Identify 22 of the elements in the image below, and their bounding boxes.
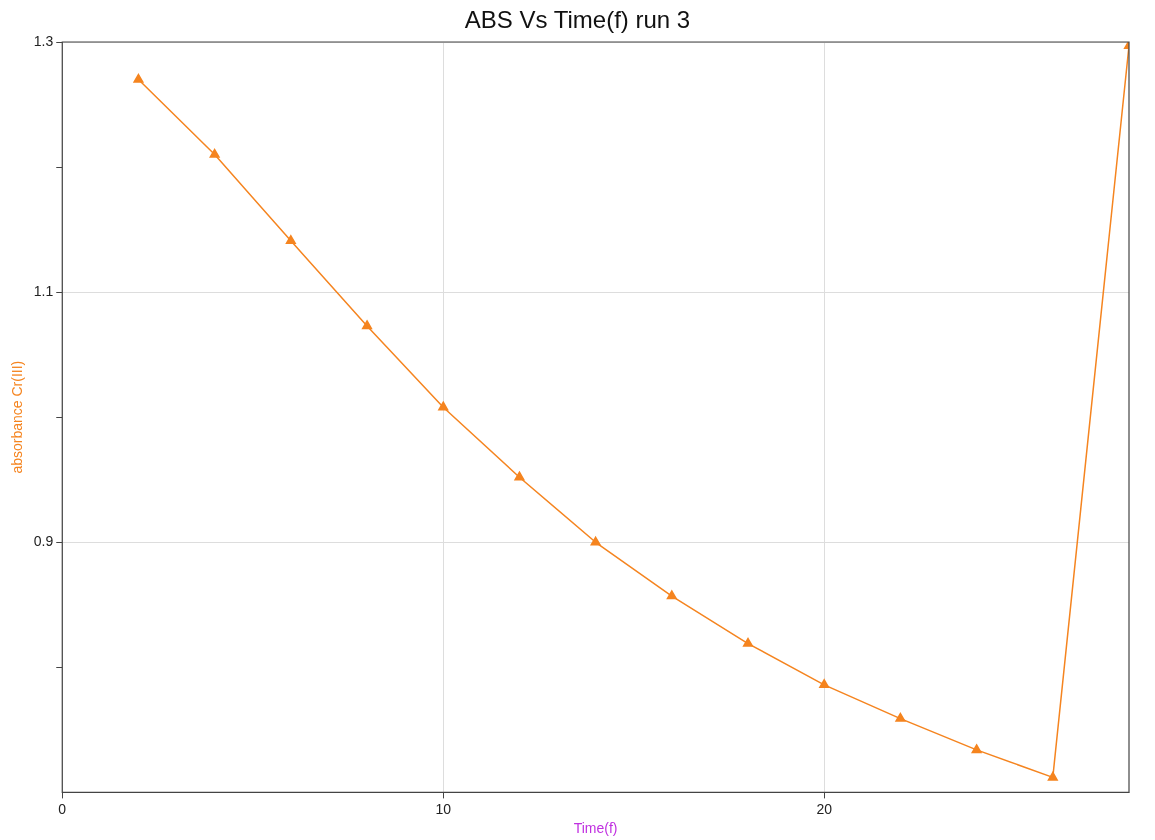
x-axis-title: Time(f) — [573, 820, 618, 837]
point — [895, 712, 906, 722]
point — [666, 590, 677, 600]
point — [971, 744, 982, 754]
point — [742, 637, 754, 647]
point — [133, 73, 144, 83]
x-tick-label: 0 — [58, 800, 67, 817]
chart-title: ABS Vs Time(f) run 3 — [463, 6, 692, 34]
x-tick-label: 10 — [435, 800, 452, 817]
x-tick-label: 20 — [816, 800, 833, 817]
point — [1047, 771, 1058, 781]
y-tick-label: 0.9 — [33, 533, 54, 550]
point — [361, 320, 373, 330]
point — [209, 148, 220, 158]
point — [819, 679, 830, 689]
point — [514, 471, 525, 481]
y-axis-title: absorbance Cr(III) — [9, 360, 26, 474]
y-tick-label: 1.1 — [33, 282, 54, 299]
point — [285, 235, 296, 245]
point — [590, 536, 601, 546]
point — [438, 401, 449, 411]
y-tick-label: 1.3 — [33, 32, 54, 49]
